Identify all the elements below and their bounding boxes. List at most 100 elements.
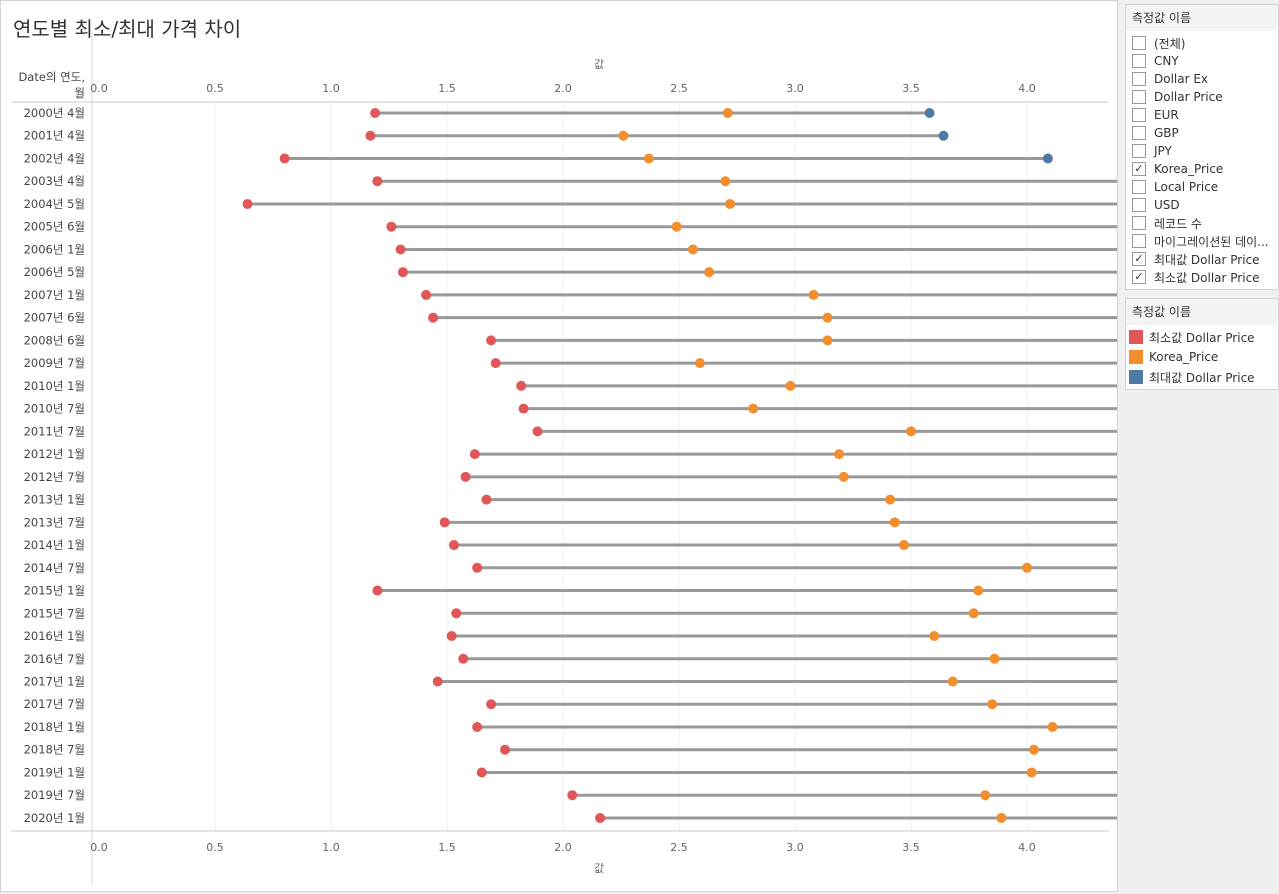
min-dollar-price-point[interactable] bbox=[532, 426, 543, 437]
korea-price-point[interactable] bbox=[643, 153, 654, 164]
min-dollar-price-point[interactable] bbox=[500, 744, 510, 755]
filter-item[interactable]: Local Price bbox=[1126, 178, 1278, 196]
korea-price-point[interactable] bbox=[889, 517, 900, 528]
korea-price-point[interactable] bbox=[834, 449, 845, 460]
korea-price-point[interactable] bbox=[947, 676, 958, 687]
checkbox-icon[interactable] bbox=[1132, 234, 1146, 248]
checkbox-icon[interactable] bbox=[1132, 216, 1146, 230]
min-dollar-price-point[interactable] bbox=[567, 790, 578, 801]
filter-item[interactable]: 마이그레이션된 데이... bbox=[1126, 232, 1278, 250]
filter-item[interactable]: JPY bbox=[1126, 142, 1278, 160]
korea-price-point[interactable] bbox=[704, 267, 715, 278]
min-dollar-price-point[interactable] bbox=[372, 585, 383, 596]
min-dollar-price-point[interactable] bbox=[446, 631, 457, 642]
min-dollar-price-point[interactable] bbox=[518, 403, 529, 414]
checkbox-icon[interactable] bbox=[1132, 198, 1146, 212]
min-dollar-price-point[interactable] bbox=[458, 653, 469, 664]
korea-price-point[interactable] bbox=[1047, 721, 1058, 732]
checkbox-icon[interactable] bbox=[1132, 108, 1146, 122]
min-dollar-price-point[interactable] bbox=[439, 517, 450, 528]
min-dollar-price-point[interactable] bbox=[421, 289, 432, 300]
filter-item[interactable]: ✓ 최대값 Dollar Price bbox=[1126, 250, 1278, 268]
filter-item[interactable]: 레코드 수 bbox=[1126, 214, 1278, 232]
checkbox-icon[interactable] bbox=[1132, 144, 1146, 158]
filter-item[interactable]: GBP bbox=[1126, 124, 1278, 142]
min-dollar-price-point[interactable] bbox=[481, 494, 492, 505]
min-dollar-price-point[interactable] bbox=[516, 380, 527, 391]
color-legend-item[interactable]: 최소값 Dollar Price bbox=[1126, 327, 1278, 347]
korea-price-point[interactable] bbox=[694, 358, 705, 369]
min-dollar-price-point[interactable] bbox=[476, 767, 487, 778]
korea-price-point[interactable] bbox=[671, 221, 682, 232]
filter-item[interactable]: USD bbox=[1126, 196, 1278, 214]
korea-price-point[interactable] bbox=[1028, 744, 1039, 755]
filter-item[interactable]: Dollar Ex bbox=[1126, 70, 1278, 88]
korea-price-point[interactable] bbox=[929, 631, 940, 642]
min-dollar-price-point[interactable] bbox=[386, 221, 397, 232]
max-dollar-price-point[interactable] bbox=[1042, 153, 1053, 164]
min-dollar-price-point[interactable] bbox=[460, 471, 471, 482]
filter-item[interactable]: ✓ 최소값 Dollar Price bbox=[1126, 268, 1278, 286]
korea-price-point[interactable] bbox=[899, 540, 910, 551]
korea-price-point[interactable] bbox=[722, 108, 733, 118]
checkbox-icon[interactable] bbox=[1132, 90, 1146, 104]
korea-price-point[interactable] bbox=[989, 653, 1000, 664]
korea-price-point[interactable] bbox=[1022, 562, 1032, 573]
min-dollar-price-point[interactable] bbox=[365, 130, 376, 141]
filter-item[interactable]: (전체) bbox=[1126, 34, 1278, 52]
korea-price-point[interactable] bbox=[822, 312, 833, 323]
min-dollar-price-point[interactable] bbox=[370, 108, 381, 118]
min-dollar-price-point[interactable] bbox=[395, 244, 406, 255]
checkbox-icon[interactable] bbox=[1132, 72, 1146, 86]
checked-checkbox-icon[interactable]: ✓ bbox=[1132, 270, 1146, 284]
checkbox-icon[interactable] bbox=[1132, 54, 1146, 68]
korea-price-point[interactable] bbox=[720, 176, 731, 187]
min-dollar-price-point[interactable] bbox=[397, 267, 408, 278]
color-legend-item[interactable]: Korea_Price bbox=[1126, 347, 1278, 367]
min-dollar-price-point[interactable] bbox=[490, 358, 501, 369]
checked-checkbox-icon[interactable]: ✓ bbox=[1132, 252, 1146, 266]
min-dollar-price-point[interactable] bbox=[451, 608, 462, 619]
filter-item[interactable]: CNY bbox=[1126, 52, 1278, 70]
min-dollar-price-point[interactable] bbox=[486, 699, 497, 710]
korea-price-point[interactable] bbox=[996, 812, 1007, 823]
korea-price-point[interactable] bbox=[987, 699, 998, 710]
min-dollar-price-point[interactable] bbox=[595, 812, 606, 823]
max-dollar-price-point[interactable] bbox=[924, 108, 935, 118]
korea-price-point[interactable] bbox=[906, 426, 916, 437]
korea-price-point[interactable] bbox=[973, 585, 984, 596]
korea-price-point[interactable] bbox=[968, 608, 979, 619]
max-dollar-price-point[interactable] bbox=[938, 130, 949, 141]
dumbbell-chart[interactable]: Date의 연도, 월 값 값 0.0 0.5 1.0 1.5 2.0 2.5 3.0 3.5… bbox=[1, 1, 1117, 891]
checkbox-icon[interactable] bbox=[1132, 180, 1146, 194]
min-dollar-price-point[interactable] bbox=[372, 176, 383, 187]
checked-checkbox-icon[interactable]: ✓ bbox=[1132, 162, 1146, 176]
korea-price-point[interactable] bbox=[885, 494, 896, 505]
filter-item[interactable]: EUR bbox=[1126, 106, 1278, 124]
korea-price-point[interactable] bbox=[980, 790, 991, 801]
korea-price-point[interactable] bbox=[725, 198, 736, 209]
korea-price-point[interactable] bbox=[822, 335, 833, 346]
korea-price-point[interactable] bbox=[785, 380, 796, 391]
color-legend-item[interactable]: 최대값 Dollar Price bbox=[1126, 367, 1278, 387]
min-dollar-price-point[interactable] bbox=[428, 312, 439, 323]
min-dollar-price-point[interactable] bbox=[469, 449, 480, 460]
korea-price-point[interactable] bbox=[618, 130, 629, 141]
min-dollar-price-point[interactable] bbox=[432, 676, 443, 687]
min-dollar-price-point[interactable] bbox=[486, 335, 497, 346]
filter-item[interactable]: ✓ Korea_Price bbox=[1126, 160, 1278, 178]
checkbox-icon[interactable] bbox=[1132, 36, 1146, 50]
korea-price-point[interactable] bbox=[838, 471, 849, 482]
min-dollar-price-point[interactable] bbox=[472, 562, 483, 573]
korea-price-point[interactable] bbox=[687, 244, 698, 255]
min-dollar-price-point[interactable] bbox=[242, 198, 253, 209]
korea-price-point[interactable] bbox=[1026, 767, 1037, 778]
min-dollar-price-point[interactable] bbox=[279, 153, 290, 164]
korea-price-point[interactable] bbox=[748, 403, 759, 414]
min-dollar-price-point[interactable] bbox=[448, 540, 459, 551]
checkbox-icon[interactable] bbox=[1132, 126, 1146, 140]
filter-item[interactable]: Dollar Price bbox=[1126, 88, 1278, 106]
chart-marks[interactable] bbox=[242, 108, 1117, 823]
min-dollar-price-point[interactable] bbox=[472, 721, 483, 732]
korea-price-point[interactable] bbox=[808, 289, 819, 300]
